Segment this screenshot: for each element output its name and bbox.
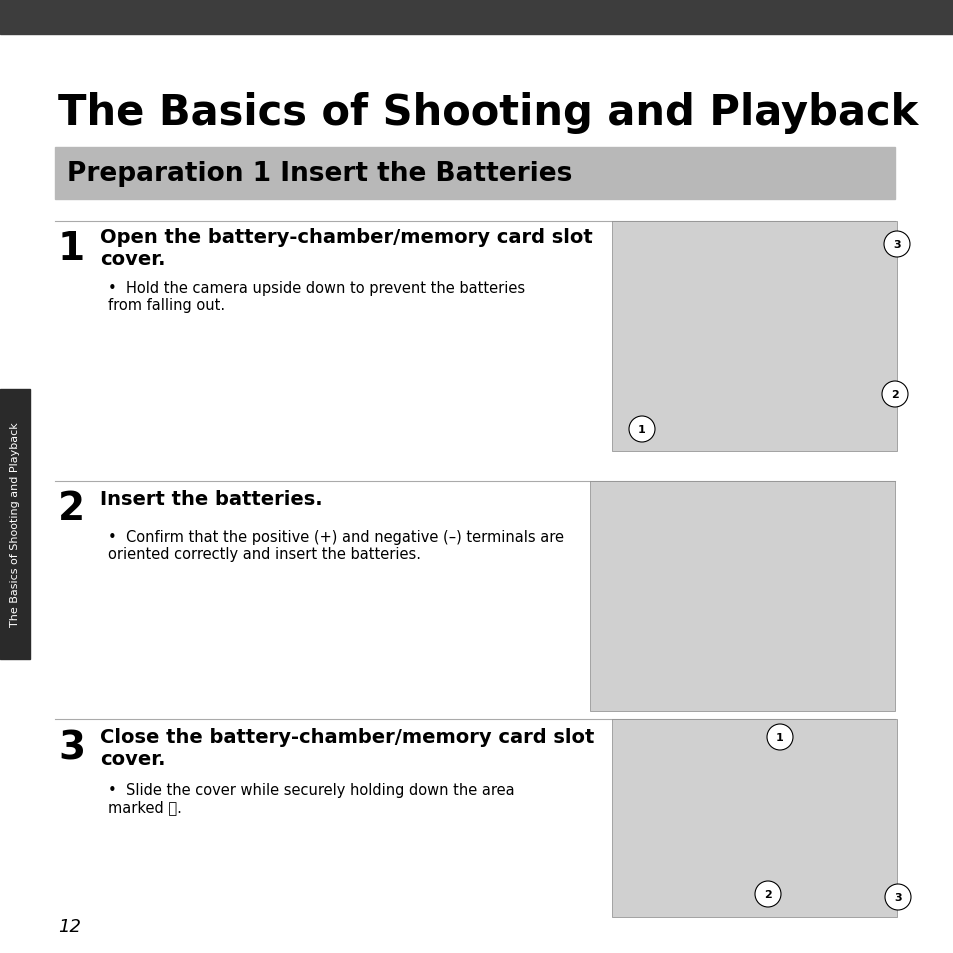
Text: 3: 3 [892, 240, 900, 250]
Circle shape [628, 416, 655, 442]
Text: Preparation 1 Insert the Batteries: Preparation 1 Insert the Batteries [67, 161, 572, 187]
Bar [612, 222, 896, 452]
Text: 1: 1 [638, 424, 645, 435]
Text: 2: 2 [890, 390, 898, 399]
Text: 3: 3 [58, 729, 85, 767]
Text: •  Confirm that the positive (+) and negative (–) terminals are
oriented correct: • Confirm that the positive (+) and nega… [108, 530, 563, 562]
Bar [55, 148, 894, 200]
Text: 3: 3 [893, 892, 901, 902]
Text: •  Hold the camera upside down to prevent the batteries
from falling out.: • Hold the camera upside down to prevent… [108, 281, 524, 314]
Text: 1: 1 [58, 230, 85, 268]
Text: 2: 2 [58, 490, 85, 527]
Text: cover.: cover. [100, 749, 165, 768]
Text: Open the battery-chamber/memory card slot: Open the battery-chamber/memory card slo… [100, 228, 592, 247]
Bar [0, 390, 30, 659]
Bar [0, 0, 953, 35]
Text: 12: 12 [58, 917, 81, 935]
Circle shape [754, 882, 781, 907]
Text: Close the battery-chamber/memory card slot: Close the battery-chamber/memory card sl… [100, 727, 594, 746]
Text: •  Slide the cover while securely holding down the area
marked Ⓐ.: • Slide the cover while securely holding… [108, 782, 514, 815]
Text: 1: 1 [776, 732, 783, 742]
Text: cover.: cover. [100, 250, 165, 269]
Circle shape [883, 232, 909, 257]
Text: The Basics of Shooting and Playback: The Basics of Shooting and Playback [58, 91, 918, 133]
Circle shape [882, 381, 907, 408]
Circle shape [766, 724, 792, 750]
Text: Insert the batteries.: Insert the batteries. [100, 490, 322, 509]
Bar [612, 720, 896, 917]
Text: 2: 2 [763, 889, 771, 899]
Text: The Basics of Shooting and Playback: The Basics of Shooting and Playback [10, 422, 20, 627]
Circle shape [884, 884, 910, 910]
Bar [589, 481, 894, 711]
